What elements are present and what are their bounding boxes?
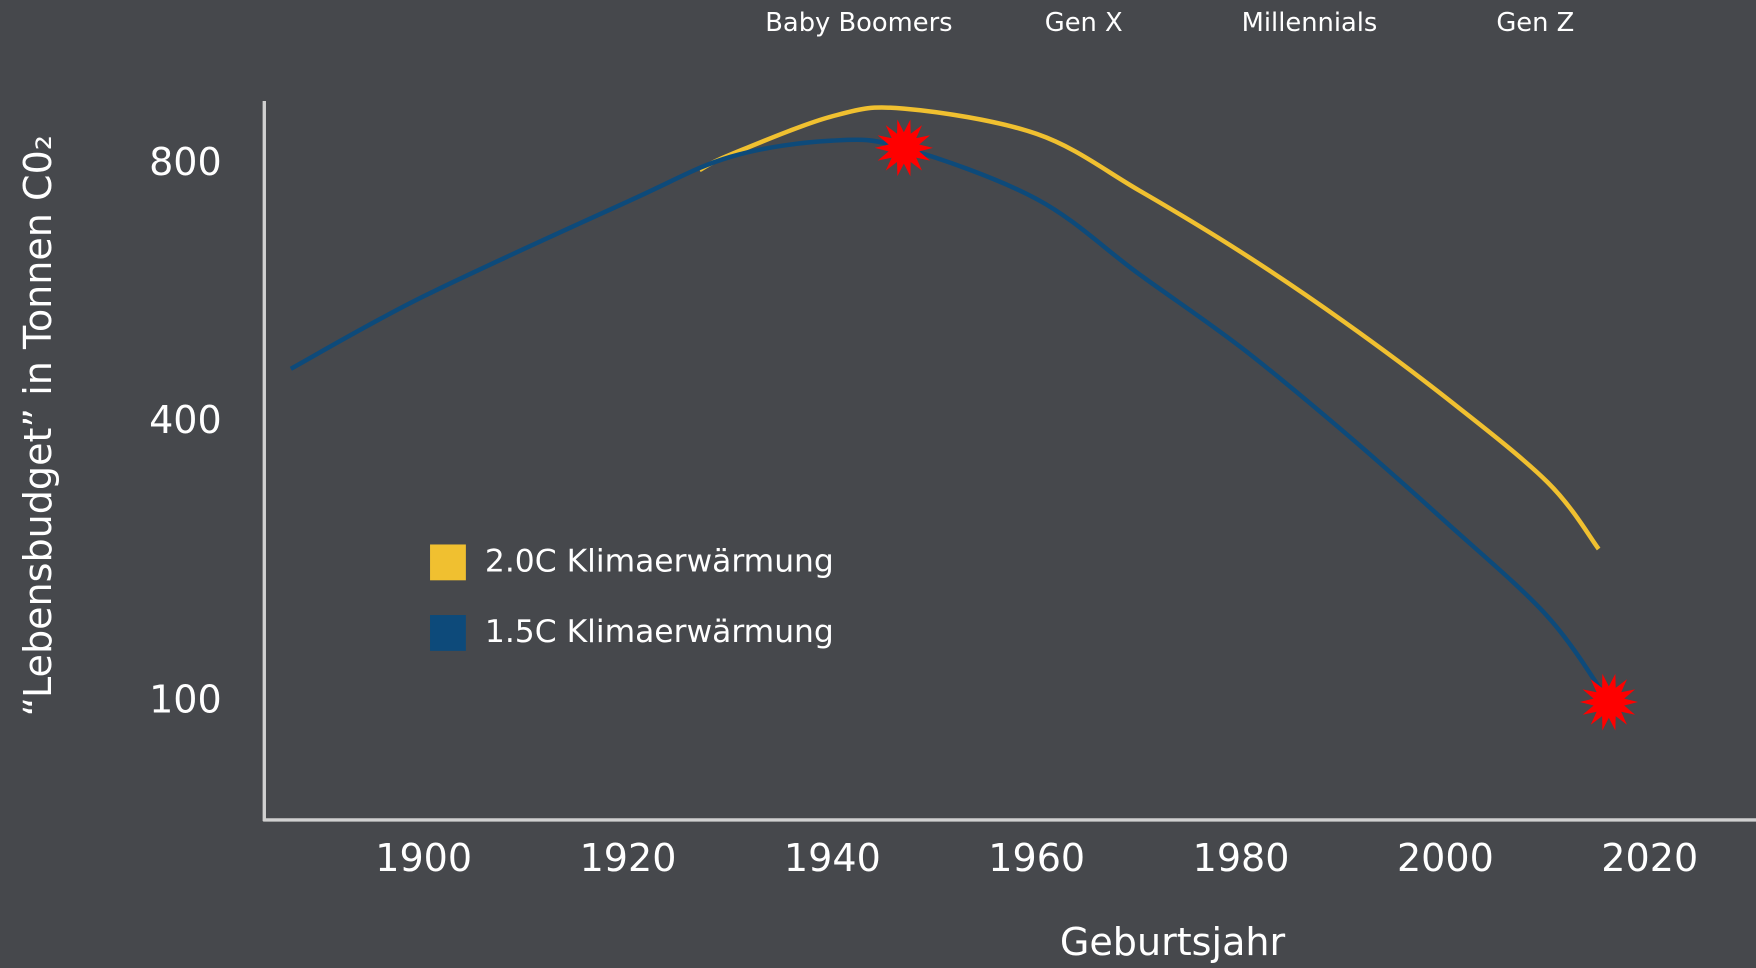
generation-label: Gen Z <box>1496 8 1574 38</box>
x-tick-label: 2020 <box>1601 836 1698 880</box>
generation-label: Baby Boomers <box>765 8 952 38</box>
legend-label: 1.5C Klimaerwärmung <box>485 614 834 650</box>
x-tick-label: 1960 <box>988 836 1085 880</box>
x-tick-label: 1980 <box>1193 836 1290 880</box>
x-tick-label: 2000 <box>1397 836 1494 880</box>
y-axis-title: “Lebensbudget” in Tonnen C0₂ <box>16 135 60 717</box>
x-axis-title: Geburtsjahr <box>1060 920 1286 964</box>
x-tick-label: 1920 <box>580 836 677 880</box>
legend-swatch <box>430 615 466 651</box>
y-tick-label: 400 <box>149 398 222 442</box>
y-tick-label: 100 <box>149 678 222 722</box>
line-series <box>698 105 1601 551</box>
x-tick-label: 1940 <box>784 836 881 880</box>
legend-swatch <box>430 544 466 581</box>
star-marker <box>1579 673 1638 731</box>
star-marker <box>874 119 933 177</box>
line-series <box>289 137 1611 704</box>
generation-label: Millennials <box>1242 8 1378 38</box>
legend-label: 2.0C Klimaerwärmung <box>485 543 834 579</box>
y-tick-label: 800 <box>149 140 222 184</box>
x-tick-label: 1900 <box>375 836 472 880</box>
generation-label: Gen X <box>1045 8 1123 38</box>
